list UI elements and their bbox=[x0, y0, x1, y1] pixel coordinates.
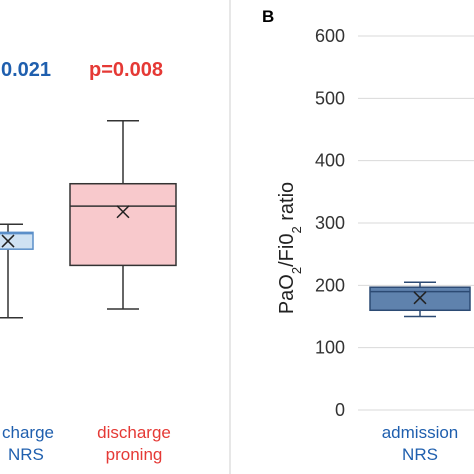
xlabel-admission-nrs-line2: NRS bbox=[402, 445, 438, 464]
xlabel-discharge-nrs-line2: NRS bbox=[8, 445, 44, 464]
pvalue-discharge-proning: p=0.008 bbox=[89, 59, 163, 81]
y-tick-label-6: 600 bbox=[315, 26, 345, 46]
box-discharge-nrs-box bbox=[0, 231, 34, 250]
box-admission-nrs-mean-stroke-2 bbox=[413, 291, 427, 305]
xlabel-discharge-nrs-line1: charge bbox=[2, 423, 54, 442]
y-tick-label-4: 400 bbox=[315, 151, 345, 171]
box-discharge-proning-mean-stroke-2 bbox=[116, 205, 130, 219]
box-discharge-proning-mean-marker bbox=[116, 205, 130, 219]
panel-b-boxes bbox=[369, 281, 471, 318]
y-tick-label-0: 0 bbox=[335, 400, 345, 420]
y-tick-label-2: 200 bbox=[315, 275, 345, 295]
y-axis-title: PaO2/Fi02 ratio bbox=[276, 182, 304, 314]
xlabel-discharge-proning-line1: discharge bbox=[97, 423, 171, 442]
y-tick-label-1: 100 bbox=[315, 338, 345, 358]
panel-a: 0.021 p=0.008 charge NRS discharge proni… bbox=[0, 0, 231, 474]
box-discharge-nrs-mean-marker bbox=[1, 234, 15, 248]
panel-b-grid bbox=[358, 35, 474, 411]
box-discharge-nrs-mean-stroke-2 bbox=[1, 234, 15, 248]
panel-a-boxes bbox=[0, 120, 177, 319]
box-admission-nrs-mean-marker bbox=[413, 291, 427, 305]
panel-letter-b: B bbox=[262, 7, 274, 26]
y-tick-label-5: 500 bbox=[315, 88, 345, 108]
panel-b-y-ticks: 0 100 200 300 400 500 600 bbox=[315, 26, 345, 420]
xlabel-admission-nrs-line1: admission bbox=[382, 423, 459, 442]
xlabel-discharge-proning-line2: proning bbox=[106, 445, 163, 464]
panel-b: B PaO2/Fi02 ratio 0 100 200 300 400 500 600 ad… bbox=[262, 7, 474, 464]
box-discharge-proning-box bbox=[69, 182, 177, 267]
pvalue-discharge-nrs: 0.021 bbox=[1, 59, 51, 81]
y-tick-label-3: 300 bbox=[315, 213, 345, 233]
